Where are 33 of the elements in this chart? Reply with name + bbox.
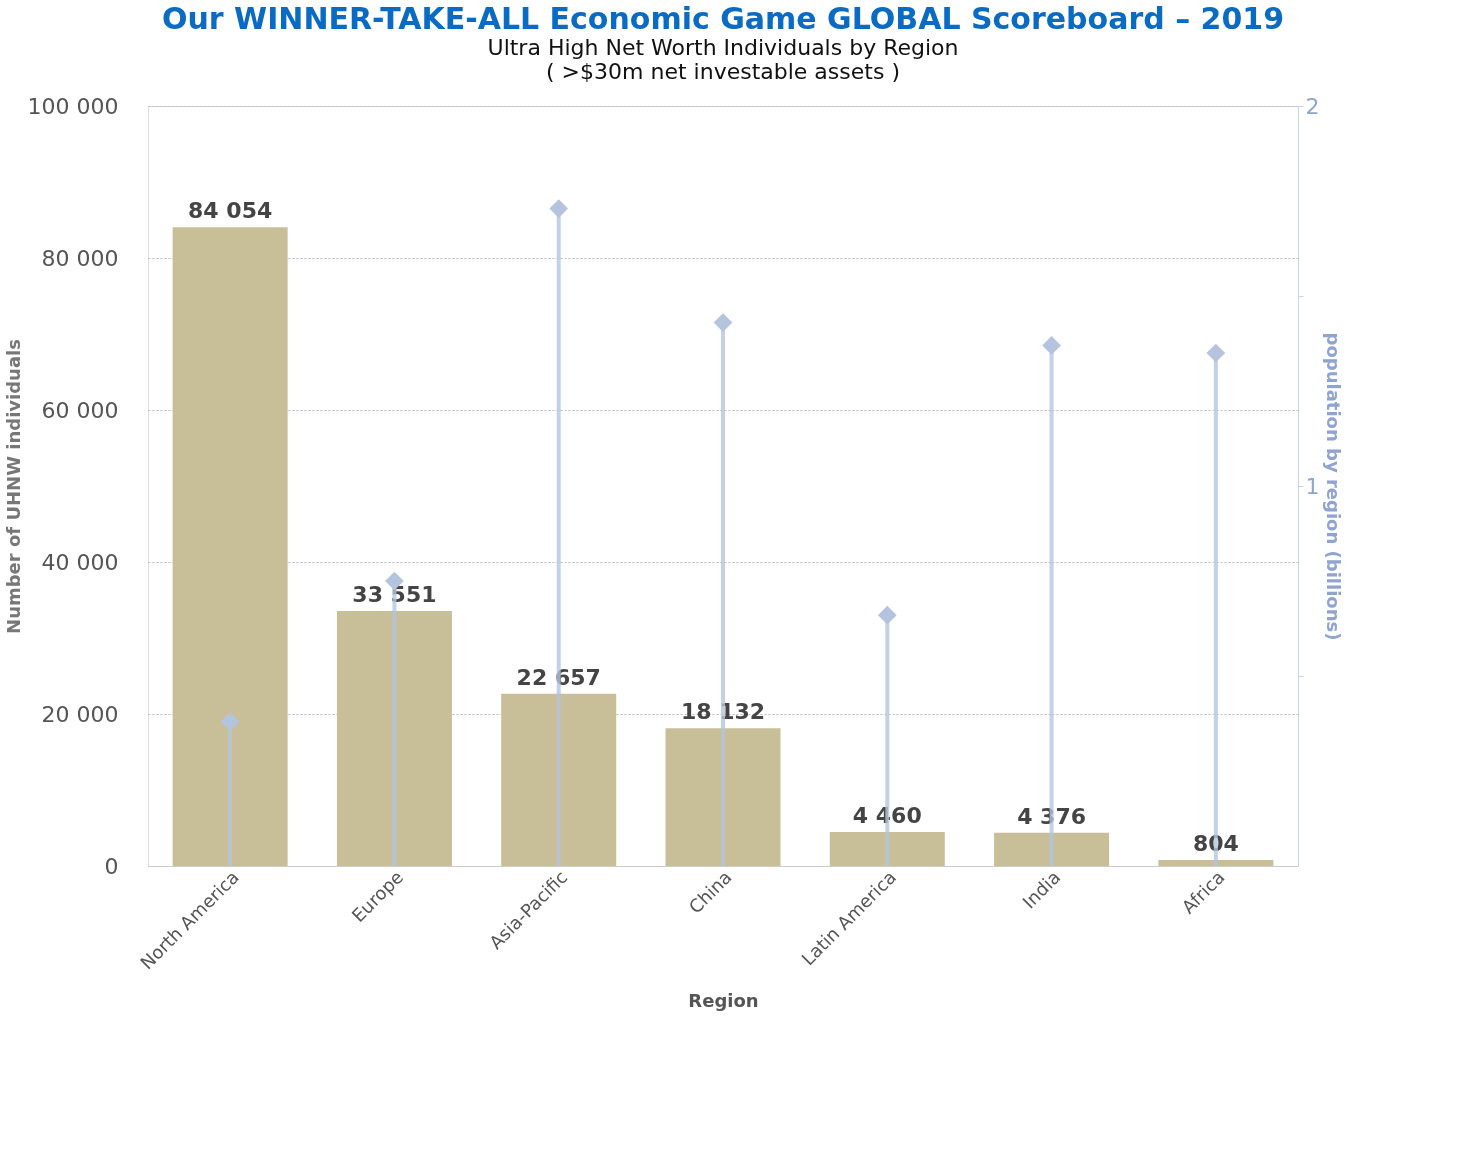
y-tick-label: 40 000 [41, 549, 119, 575]
bar [1158, 859, 1274, 866]
data-label: 4 376 [1017, 803, 1087, 829]
y-axis-title: Number of UHNW individuals [2, 339, 24, 634]
point [1206, 343, 1226, 363]
chart-subtitle: Ultra High Net Worth Individuals by Region [487, 35, 959, 60]
y-tick-label: 60 000 [41, 397, 119, 423]
point [220, 712, 240, 731]
y-tick-label: 80 000 [41, 245, 119, 271]
data-label: 22 657 [516, 664, 601, 690]
y2-tick-label: 2 [1305, 93, 1320, 119]
y2-axis-title: population by region (billions) [1323, 332, 1345, 641]
data-label: 84 054 [188, 198, 273, 224]
data-label: 33 551 [352, 582, 437, 608]
text: ( >$30m net investable assets ) [546, 59, 900, 84]
point [1042, 336, 1061, 355]
data-label: 18 132 [680, 699, 766, 725]
point [549, 199, 569, 218]
point [713, 313, 733, 332]
y-tick-label: 100 000 [27, 93, 119, 119]
bar [501, 693, 617, 866]
bar [994, 832, 1110, 866]
chart-title: Our WINNER-TAKE-ALL Economic Game GLOBAL Scoreboard – 2019 [161, 1, 1285, 36]
point [877, 605, 897, 625]
y-tick-label: 20 000 [41, 701, 119, 727]
bar [172, 227, 288, 866]
bar [665, 728, 781, 866]
y2-tick-label: 1 [1305, 473, 1320, 499]
data-label: 804 [1192, 830, 1239, 856]
data-label: 4 460 [852, 803, 922, 829]
x-axis-title: Region [688, 990, 759, 1012]
y-tick-label: 0 [104, 853, 119, 879]
bar [829, 832, 945, 866]
